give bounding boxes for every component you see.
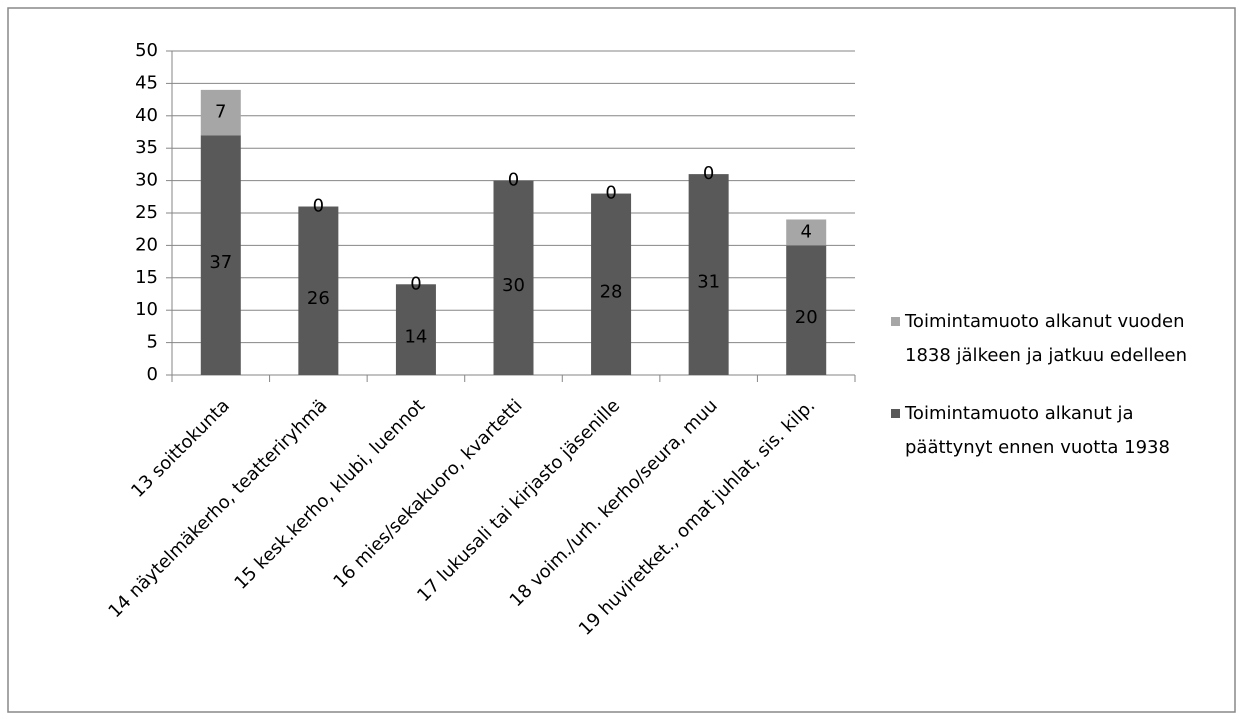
data-label: 37	[209, 252, 232, 273]
data-label: 4	[800, 221, 811, 242]
y-tick-label: 0	[147, 364, 158, 385]
data-label: 31	[697, 272, 720, 293]
legend-swatch	[891, 409, 900, 418]
data-label: 28	[600, 281, 623, 302]
y-tick-label: 50	[135, 40, 158, 61]
bar-segment	[591, 193, 632, 375]
legend-entry: Toimintamuoto alkanut vuoden 1838 jälkee…	[891, 305, 1223, 373]
bar-segment	[200, 89, 241, 136]
y-tick-label: 20	[135, 234, 158, 255]
data-label: 20	[795, 307, 818, 328]
y-tick-label: 40	[135, 105, 158, 126]
data-label: 7	[215, 102, 226, 123]
bar-segment	[200, 135, 241, 375]
y-tick-label: 30	[135, 170, 158, 191]
y-tick-label: 5	[147, 332, 158, 353]
data-label: 30	[502, 275, 525, 296]
y-tick-label: 25	[135, 202, 158, 223]
data-label: 14	[404, 327, 427, 348]
legend-label: Toimintamuoto alkanut ja päättynyt ennen…	[905, 403, 1170, 458]
data-label: 0	[508, 170, 519, 191]
bar-segment	[786, 245, 827, 375]
data-label: 26	[307, 288, 330, 309]
data-label: 0	[703, 163, 714, 184]
bar-segment	[298, 206, 339, 375]
legend-swatch	[891, 317, 900, 326]
legend: Toimintamuoto alkanut vuoden 1838 jälkee…	[891, 305, 1223, 489]
bar-segment	[688, 174, 729, 375]
y-tick-label: 15	[135, 267, 158, 288]
data-label: 0	[410, 273, 421, 294]
bar-segment	[786, 219, 827, 246]
legend-label: Toimintamuoto alkanut vuoden 1838 jälkee…	[905, 311, 1188, 366]
y-tick-label: 10	[135, 299, 158, 320]
legend-entry: Toimintamuoto alkanut ja päättynyt ennen…	[891, 397, 1223, 465]
bar-segment	[493, 180, 534, 375]
y-tick-label: 35	[135, 137, 158, 158]
data-label: 0	[605, 183, 616, 204]
data-label: 0	[313, 196, 324, 217]
bar-segment	[395, 284, 436, 375]
y-tick-label: 45	[135, 72, 158, 93]
